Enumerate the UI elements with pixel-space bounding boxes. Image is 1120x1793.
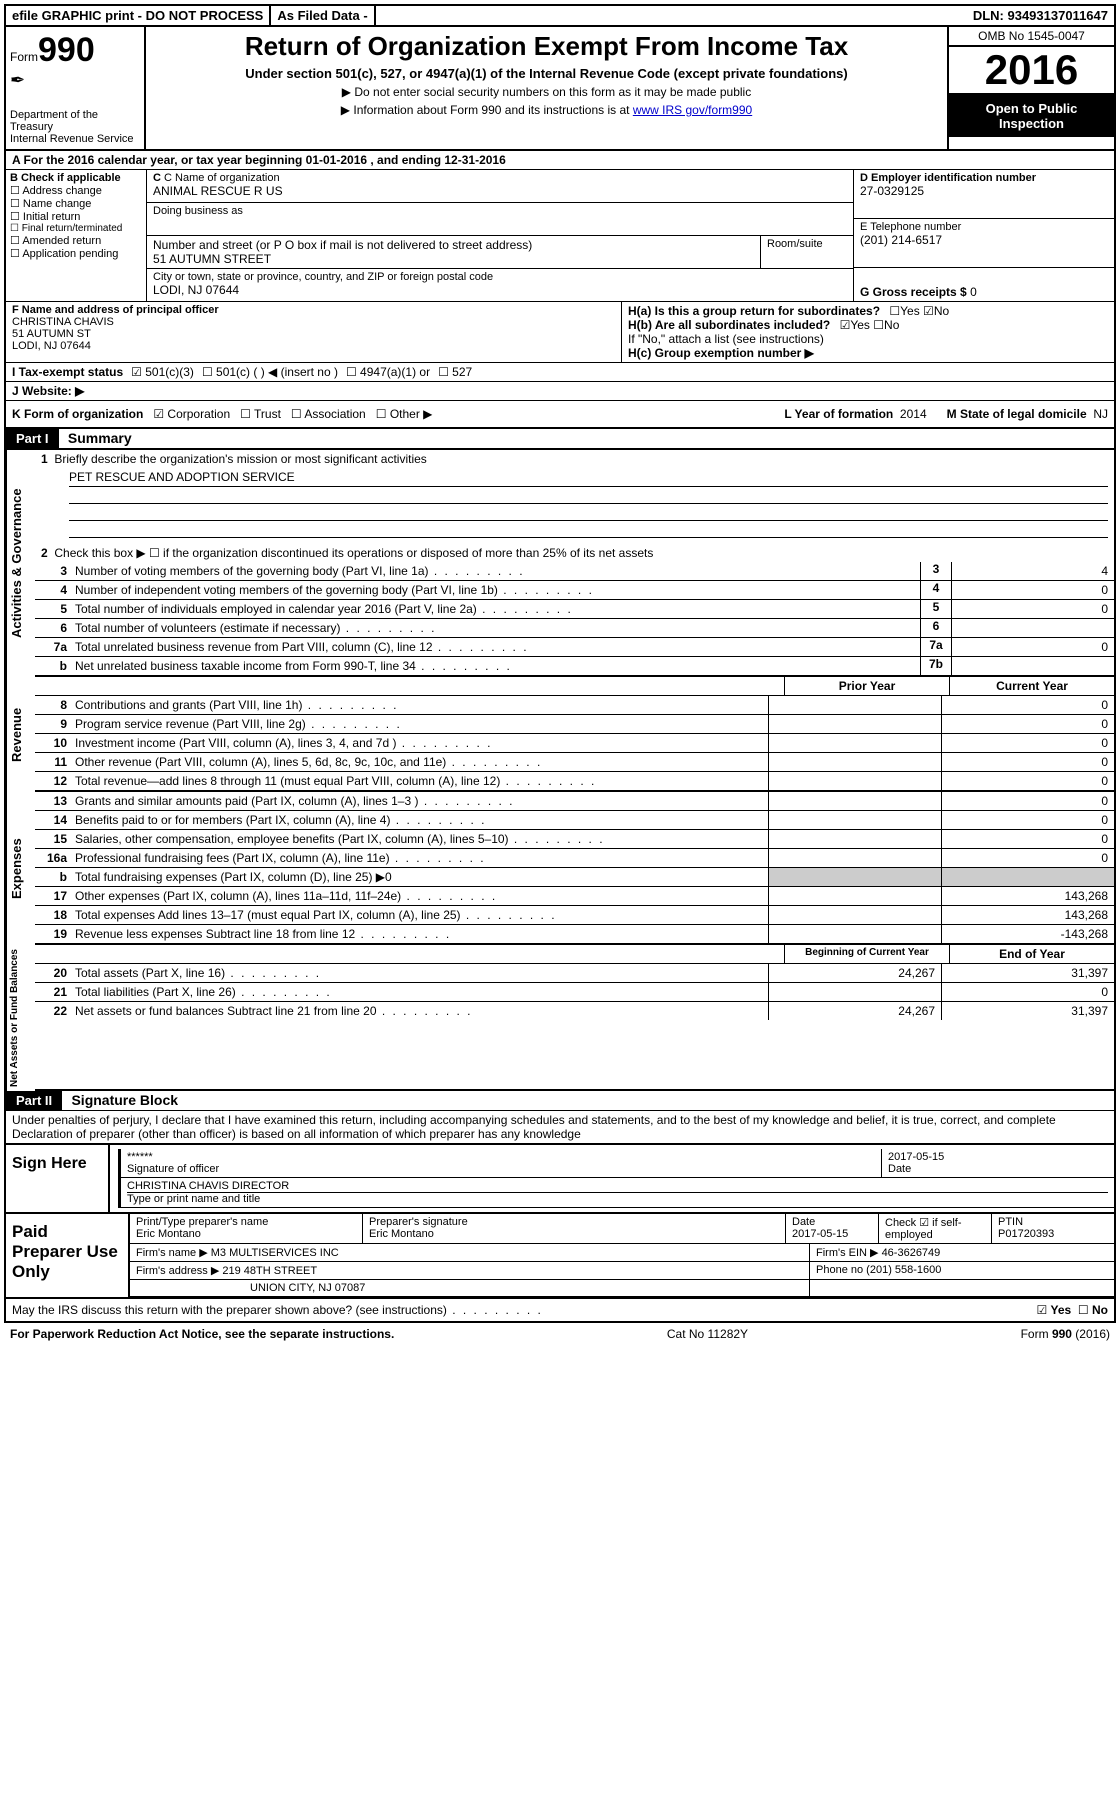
line-a: A For the 2016 calendar year, or tax yea… (6, 151, 1114, 170)
org-name: ANIMAL RESCUE R US (153, 184, 847, 198)
part-i-header: Part I Summary (6, 429, 1114, 450)
sign-here-block: Sign Here ****** Signature of officer 20… (6, 1145, 1114, 1214)
form-title: Return of Organization Exempt From Incom… (156, 31, 937, 62)
org-city: LODI, NJ 07644 (153, 283, 847, 297)
gross-receipts: 0 (970, 285, 977, 299)
box-f: F Name and address of principal officer … (6, 302, 621, 362)
financial-line: 19Revenue less expenses Subtract line 18… (35, 925, 1114, 943)
header-right: OMB No 1545-0047 2016 Open to Public Ins… (947, 27, 1114, 149)
col-c: C C Name of organization ANIMAL RESCUE R… (147, 170, 853, 301)
gov-line: 6Total number of volunteers (estimate if… (35, 619, 1114, 638)
dln: DLN: 93493137011647 (967, 6, 1114, 25)
gov-line: bNet unrelated business taxable income f… (35, 657, 1114, 675)
checkbox-final-return[interactable]: Final return/terminated (10, 223, 142, 234)
tax-year: 2016 (949, 47, 1114, 95)
perjury-statement: Under penalties of perjury, I declare th… (6, 1111, 1114, 1145)
financial-line: 10Investment income (Part VIII, column (… (35, 734, 1114, 753)
line-i: I Tax-exempt status ☑ 501(c)(3) ☐ 501(c)… (6, 363, 1114, 382)
line-j: J Website: ▶ (6, 382, 1114, 401)
financial-line: 21Total liabilities (Part X, line 26)0 (35, 983, 1114, 1002)
paid-preparer-block: Paid Preparer Use Only Print/Type prepar… (6, 1214, 1114, 1299)
financial-line: 16aProfessional fundraising fees (Part I… (35, 849, 1114, 868)
telephone: (201) 214-6517 (860, 233, 1108, 247)
form-container: efile GRAPHIC print - DO NOT PROCESS As … (4, 4, 1116, 1323)
col-b: B Check if applicable Address change Nam… (6, 170, 147, 301)
footer: For Paperwork Reduction Act Notice, see … (4, 1323, 1116, 1341)
ein: 27-0329125 (860, 184, 1108, 198)
header: Form990 ✒ Department of the Treasury Int… (6, 27, 1114, 151)
header-left: Form990 ✒ Department of the Treasury Int… (6, 27, 146, 149)
mission-text: PET RESCUE AND ADOPTION SERVICE (69, 470, 1108, 487)
line-k: K Form of organization ☑ Corporation ☐ T… (6, 401, 1114, 429)
section-revenue: Revenue Prior Year Current Year 8Contrib… (6, 677, 1114, 792)
efile-notice: efile GRAPHIC print - DO NOT PROCESS (6, 6, 271, 25)
checkbox-amended-return[interactable]: Amended return (10, 234, 142, 247)
checkbox-initial-return[interactable]: Initial return (10, 210, 142, 223)
omb-number: OMB No 1545-0047 (949, 27, 1114, 47)
gov-line: 7aTotal unrelated business revenue from … (35, 638, 1114, 657)
checkbox-application-pending[interactable]: Application pending (10, 247, 142, 260)
topbar: efile GRAPHIC print - DO NOT PROCESS As … (6, 6, 1114, 27)
irs-link[interactable]: www IRS gov/form990 (633, 103, 752, 117)
gov-line: 4Number of independent voting members of… (35, 581, 1114, 600)
discuss-line: May the IRS discuss this return with the… (6, 1299, 1114, 1321)
checkbox-address-change[interactable]: Address change (10, 184, 142, 197)
box-h: H(a) Is this a group return for subordin… (621, 302, 1114, 362)
financial-line: 11Other revenue (Part VIII, column (A), … (35, 753, 1114, 772)
financial-line: 14Benefits paid to or for members (Part … (35, 811, 1114, 830)
financial-line: 22Net assets or fund balances Subtract l… (35, 1002, 1114, 1020)
financial-line: 12Total revenue—add lines 8 through 11 (… (35, 772, 1114, 790)
section-expenses: Expenses 13Grants and similar amounts pa… (6, 792, 1114, 945)
section-f-h: F Name and address of principal officer … (6, 302, 1114, 363)
financial-line: bTotal fundraising expenses (Part IX, co… (35, 868, 1114, 887)
section-net-assets: Net Assets or Fund Balances Beginning of… (6, 945, 1114, 1091)
gov-line: 3Number of voting members of the governi… (35, 562, 1114, 581)
part-ii-header: Part II Signature Block (6, 1091, 1114, 1111)
financial-line: 18Total expenses Add lines 13–17 (must e… (35, 906, 1114, 925)
header-mid: Return of Organization Exempt From Incom… (146, 27, 947, 149)
checkbox-name-change[interactable]: Name change (10, 197, 142, 210)
open-to-public: Open to Public Inspection (949, 95, 1114, 137)
financial-line: 8Contributions and grants (Part VIII, li… (35, 696, 1114, 715)
section-b-thru-g: B Check if applicable Address change Nam… (6, 170, 1114, 302)
financial-line: 13Grants and similar amounts paid (Part … (35, 792, 1114, 811)
section-governance: Activities & Governance 1 Briefly descri… (6, 450, 1114, 677)
as-filed: As Filed Data - (271, 6, 375, 25)
financial-line: 9Program service revenue (Part VIII, lin… (35, 715, 1114, 734)
org-street: 51 AUTUMN STREET (153, 252, 754, 266)
financial-line: 15Salaries, other compensation, employee… (35, 830, 1114, 849)
financial-line: 17Other expenses (Part IX, column (A), l… (35, 887, 1114, 906)
col-d-e-g: D Employer identification number 27-0329… (853, 170, 1114, 301)
gov-line: 5Total number of individuals employed in… (35, 600, 1114, 619)
financial-line: 20Total assets (Part X, line 16)24,26731… (35, 964, 1114, 983)
